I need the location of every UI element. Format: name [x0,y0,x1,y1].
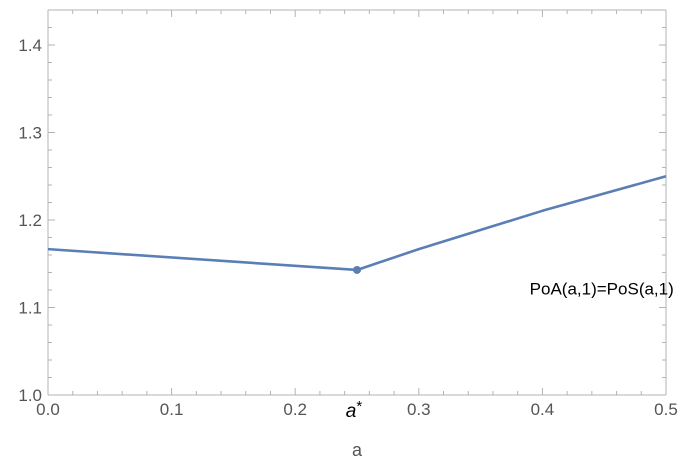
x-tick-label: 0.3 [407,400,431,419]
x-axis-label: a [352,440,363,460]
y-tick-label: 1.0 [18,386,42,405]
y-tick-label: 1.2 [18,211,42,230]
series-layer [47,174,667,274]
axis-ticks [47,9,667,396]
highlight-point-label: a* [346,398,363,422]
x-tick-label: 0.0 [36,400,60,419]
x-tick-label: 0.5 [654,400,678,419]
x-tick-label: 0.2 [283,400,307,419]
x-tick-label: 0.4 [531,400,555,419]
x-tick-label: 0.1 [160,400,184,419]
annotation-layer: a* PoA(a,1)=PoS(a,1) [346,279,674,422]
annotation-label: PoA(a,1)=PoS(a,1) [530,279,674,298]
highlight-point [353,265,361,274]
series-line [47,174,667,272]
y-tick-label: 1.1 [18,299,42,318]
x-tick-labels: 0.0 0.1 0.2 0.3 0.4 0.5 [36,400,678,419]
y-tick-label: 1.4 [18,36,42,55]
y-tick-label: 1.3 [18,124,42,143]
y-tick-labels: 1.0 1.1 1.2 1.3 1.4 [18,36,42,405]
